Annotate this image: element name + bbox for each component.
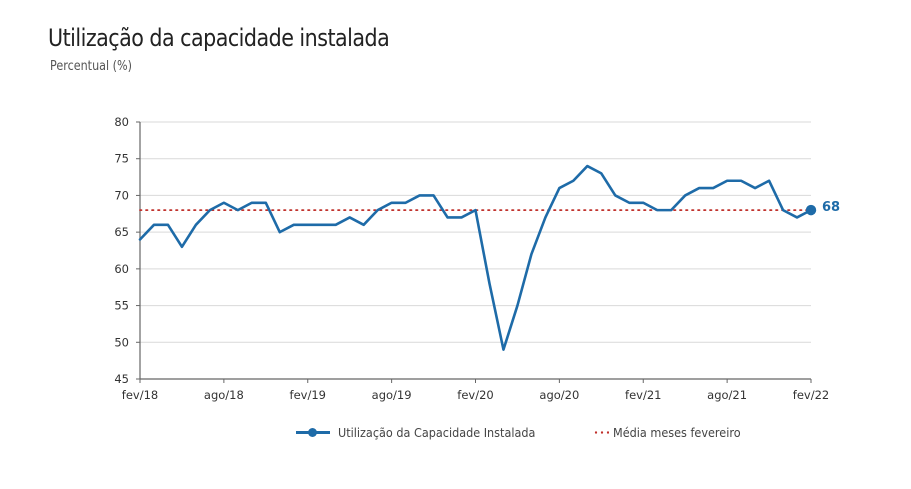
- x-tick-label: fev/20: [457, 388, 493, 402]
- legend-item-utilizacao: Utilização da Capacidade Instalada: [296, 425, 557, 440]
- y-tick-label: 75: [114, 152, 129, 166]
- y-tick-label: 65: [114, 225, 129, 239]
- chart-title: Utilização da capacidade instalada: [48, 24, 390, 52]
- legend: Utilização da Capacidade Instalada Média…: [296, 425, 791, 440]
- y-tick-label: 45: [114, 372, 129, 386]
- last-point-marker: [805, 204, 817, 216]
- legend-label: Média meses fevereiro: [613, 425, 741, 440]
- data-points: [140, 166, 811, 350]
- x-tick-label: ago/19: [372, 388, 412, 402]
- last-point-label: 68: [822, 200, 840, 215]
- gridlines: [140, 121, 811, 343]
- x-tick-label: ago/18: [204, 388, 244, 402]
- y-tick-label: 55: [114, 299, 129, 313]
- y-tick-label: 70: [114, 188, 129, 202]
- x-tick-label: fev/22: [793, 388, 829, 402]
- x-tick-label: ago/21: [707, 388, 747, 402]
- legend-label: Utilização da Capacidade Instalada: [338, 425, 536, 440]
- x-axis-ticks: fev/18 ago/18 fev/19 ago/19 fev/20 ago/20 fev/…: [122, 379, 829, 402]
- y-tick-label: 60: [114, 262, 129, 276]
- legend-dotted-line-icon: [593, 431, 610, 434]
- x-tick-label: fev/18: [122, 388, 158, 402]
- x-tick-label: fev/19: [290, 388, 326, 402]
- legend-item-media: Média meses fevereiro: [593, 425, 755, 440]
- y-axis-ticks: 45 50 55 60 65 70 75 80: [114, 115, 140, 386]
- legend-line-marker-icon: [296, 428, 330, 437]
- x-tick-label: fev/21: [625, 388, 661, 402]
- y-tick-label: 80: [114, 115, 129, 129]
- y-tick-label: 50: [114, 335, 129, 349]
- x-tick-label: ago/20: [539, 388, 579, 402]
- series-line-utilizacao: [138, 164, 813, 351]
- chart-subtitle: Percentual (%): [50, 59, 133, 74]
